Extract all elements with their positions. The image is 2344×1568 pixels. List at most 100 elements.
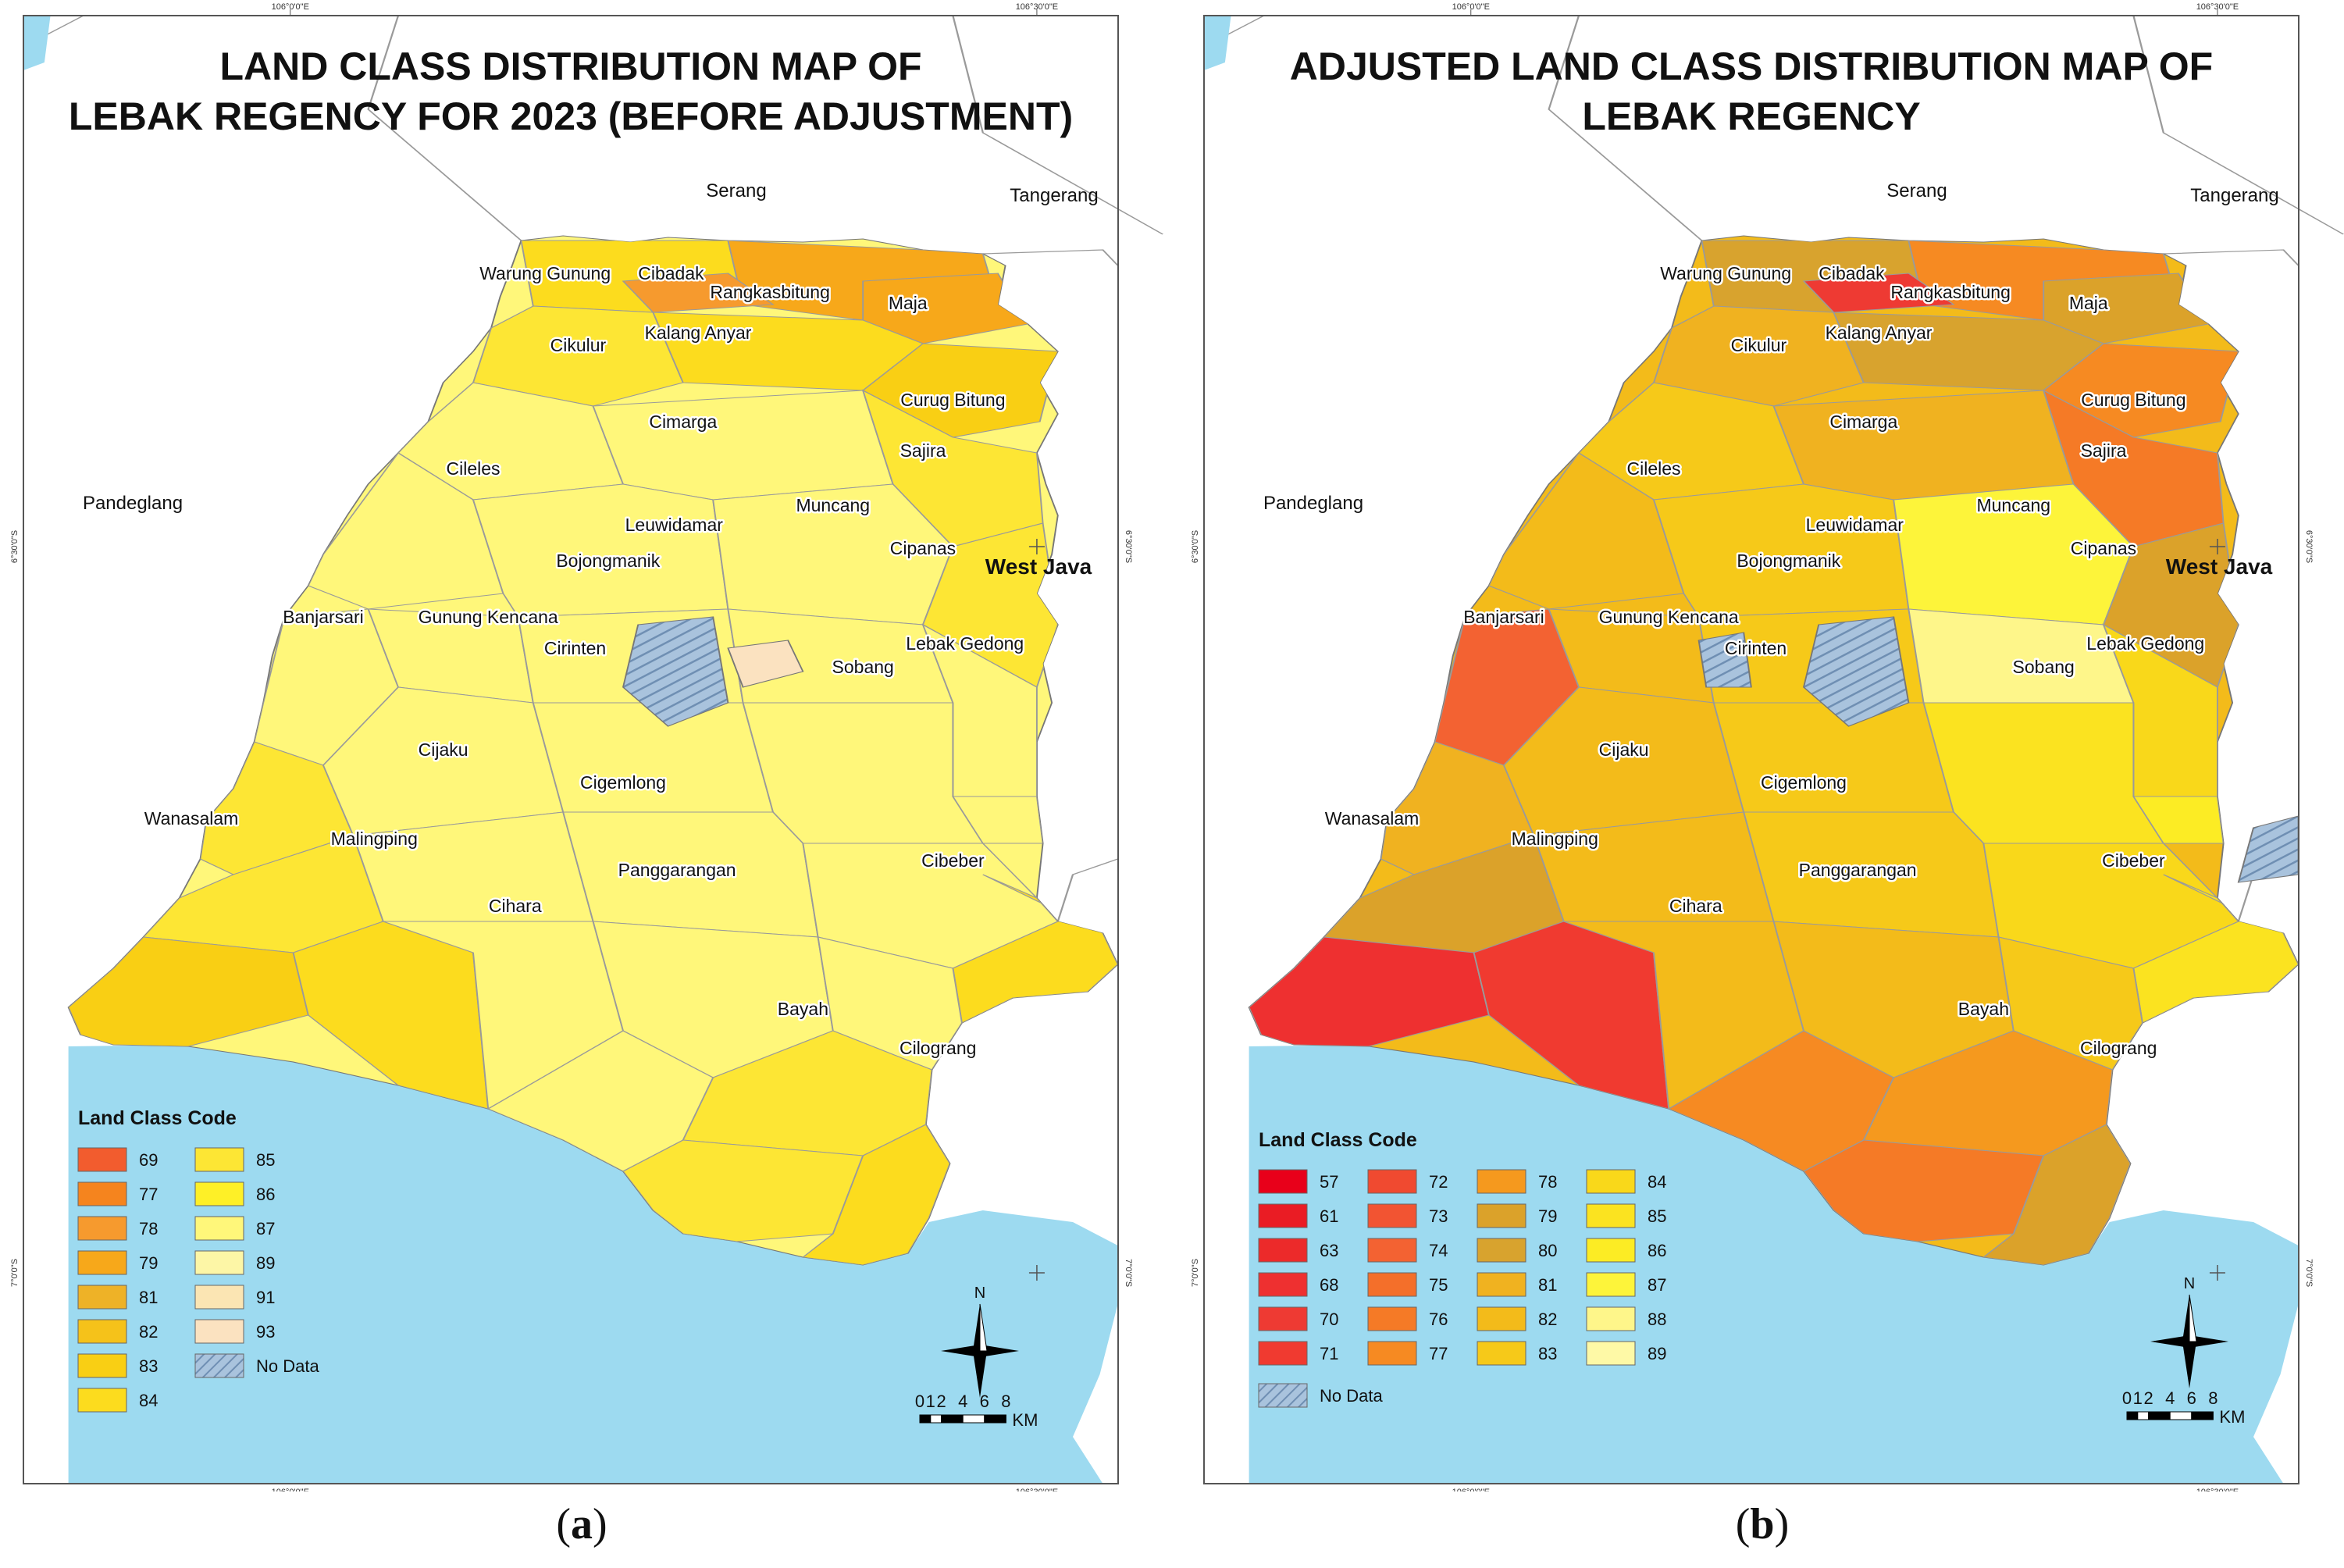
district-label: Cirinten [1725,638,1786,658]
scale-bar-segment [2137,1411,2150,1420]
land-class-polygon [1712,702,1955,813]
legend-swatch [1367,1306,1417,1331]
district-label: Sajira [2081,440,2127,461]
district-label-halo: Cigemlong [580,772,666,793]
district-label-halo: Sobang [2013,657,2075,677]
district-label: Kalang Anyar [1826,323,1933,343]
map-title-line-2: LEBAK REGENCY FOR 2023 (BEFORE ADJUSTMEN… [69,94,1073,138]
caption-b: (b) [1735,1500,1790,1548]
legend-swatch [1477,1203,1526,1228]
district-label-halo: Leuwidamar [625,515,724,535]
legend-code: 87 [1648,1275,1666,1295]
no-data-area [1697,632,1752,688]
legend-code: 79 [1538,1206,1557,1226]
district-label-halo: Warung Gunung [1660,263,1791,283]
district-label: Gunung Kencana [419,607,558,627]
legend-swatch [1586,1306,1636,1331]
district-label: Warung Gunung [1660,263,1791,283]
scale-tick-label: 1 [2133,1388,2143,1408]
legend-code: 75 [1429,1275,1448,1295]
grid-label-top-right: 106°30'0"E [2196,2,2239,12]
district-label: Cipanas [890,538,956,558]
legend-swatch [1367,1341,1417,1366]
legend-code: 81 [139,1288,158,1307]
district-label-halo: Cikulur [1731,335,1787,355]
district-label: Cibeber [2102,850,2165,871]
district-label-halo: Malingping [1512,829,1598,849]
grid-label-bottom-right: 106°30'0"E [2196,1488,2239,1491]
legend-swatch [1258,1306,1308,1331]
grid-label-left-upper: 6°30'0"S [1191,530,1200,563]
legend-swatch [77,1353,127,1378]
district-label-halo: Sobang [832,657,894,677]
district-label: Cihara [489,896,542,916]
district-label-halo: Kalang Anyar [1826,323,1933,343]
legend-code: 85 [1648,1206,1666,1226]
legend-code: 85 [256,1150,275,1170]
district-label: Wanasalam [1325,808,1420,829]
legend-code: 83 [1538,1344,1557,1363]
legend-swatch [1258,1238,1308,1263]
land-class-polygon [1997,936,2143,1071]
legend-code: 84 [139,1391,158,1410]
district-label: Cikulur [1731,335,1787,355]
scale-bar-segment [962,1414,985,1424]
district-label-halo: Cirinten [1725,638,1786,658]
district-label-halo: Bojongmanik [1737,551,1840,571]
graticule-cross [2209,1265,2225,1281]
district-label: Sobang [832,657,894,677]
legend-code: 72 [1429,1172,1448,1192]
district-label-halo: Cibadak [1819,263,1885,283]
district-label-halo: Lebak Gedong [906,633,1024,654]
legend-swatch [194,1216,244,1241]
legend-code: 63 [1320,1241,1338,1260]
grid-label-top-left: 106°0'0"E [272,2,309,12]
legend-swatch [194,1147,244,1172]
outside-boundary [23,15,1163,266]
legend-swatch [1258,1341,1308,1366]
scale-tick-label: 4 [2165,1388,2175,1408]
district-label-halo: Curug Bitung [2081,390,2185,410]
district-label-halo: Sajira [900,440,946,461]
district-label-halo: Cimarga [1829,412,1897,432]
district-label-halo: Cileles [446,458,500,479]
map-title-line-1: ADJUSTED LAND CLASS DISTRIBUTION MAP OF [1290,45,2213,88]
district-label: Maja [2069,293,2108,313]
grid-label-left-lower: 7°0'0"S [10,1259,20,1287]
land-class-polygon [2132,796,2225,844]
land-class-polygon [1772,390,2075,501]
legend-swatch [1477,1306,1526,1331]
district-label-halo: Warung Gunung [479,263,611,283]
district-label: Leuwidamar [1806,515,1904,535]
scale-bar-segment [2126,1411,2139,1420]
district-label: Muncang [1976,495,2050,515]
legend-swatch [1477,1169,1526,1194]
region-label: Tangerang [1010,185,1098,206]
legend-swatch [1258,1169,1308,1194]
legend-code: 82 [1538,1310,1557,1329]
grid-label-right-lower: 7°0'0"S [1124,1259,1133,1287]
legend-code: 69 [139,1150,158,1170]
legend-code: 86 [256,1185,275,1204]
district-label: Cilograng [2080,1038,2157,1058]
legend-swatch [194,1181,244,1206]
legend-swatch [1258,1272,1308,1297]
district-label: Curug Bitung [900,390,1005,410]
scale-bar-segment [919,1414,932,1424]
legend-swatch [194,1250,244,1275]
grid-label-bottom-left: 106°0'0"E [272,1488,309,1491]
land-class-polygon [1802,1139,2045,1242]
district-label-halo: Cijaku [419,739,468,760]
legend-swatch-no-data [194,1353,244,1378]
legend-swatch [1586,1272,1636,1297]
scale-bar-segment [930,1414,942,1424]
district-label-halo: Panggarangan [618,860,736,880]
legend-code: 78 [1538,1172,1557,1192]
scale-bar-segment [984,1414,1006,1424]
legend-code: 68 [1320,1275,1338,1295]
legend-swatch [194,1319,244,1344]
district-label: Gunung Kencana [1599,607,1739,627]
scale-bar-segment [2191,1411,2214,1420]
region-label: Tangerang [2190,185,2278,206]
map-a: 106°0'0"E 106°30'0"E 106°0'0"E 106°30'0"E 6°… [10,2,1163,1491]
